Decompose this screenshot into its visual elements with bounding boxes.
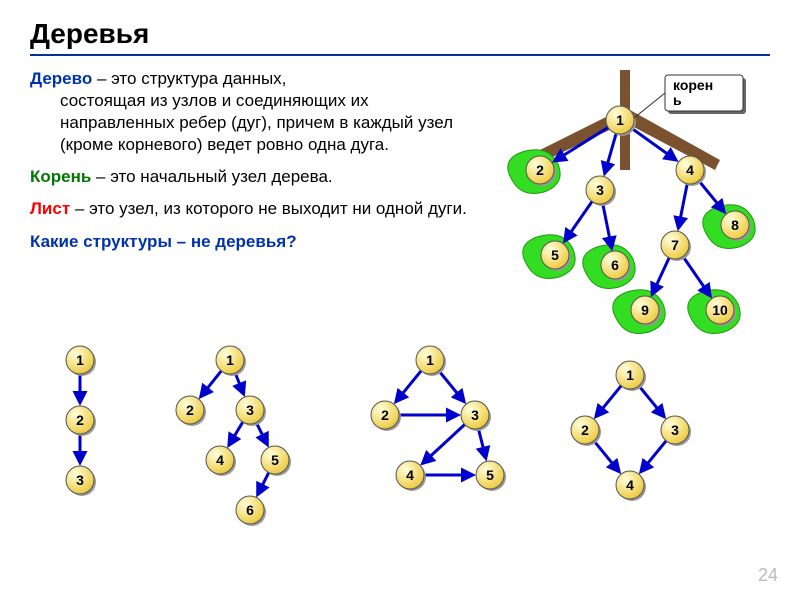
svg-text:ь: ь xyxy=(673,92,682,108)
small-graphs-row: 1 2 3 1 2 3 4 5 6 1 2 3 4 5 1 2 3 4 xyxy=(30,340,770,570)
svg-text:2: 2 xyxy=(186,402,194,418)
svg-text:1: 1 xyxy=(226,352,234,368)
svg-text:4: 4 xyxy=(626,477,634,493)
svg-text:7: 7 xyxy=(671,237,679,253)
title-rule xyxy=(30,54,770,56)
svg-text:корен: корен xyxy=(673,77,713,93)
svg-text:3: 3 xyxy=(671,422,679,438)
leaf-def: – это узел, из которого не выходит ни од… xyxy=(70,199,467,218)
svg-text:2: 2 xyxy=(76,412,84,428)
main-tree-graph: 1 2 3 4 5 6 7 8 9 10 xyxy=(508,106,755,334)
term-tree: Дерево xyxy=(30,69,92,88)
svg-text:2: 2 xyxy=(581,422,589,438)
svg-text:5: 5 xyxy=(486,467,494,483)
svg-text:1: 1 xyxy=(626,367,634,383)
term-root: Корень xyxy=(30,167,91,186)
svg-text:4: 4 xyxy=(406,467,414,483)
svg-text:5: 5 xyxy=(271,452,279,468)
svg-text:9: 9 xyxy=(641,302,649,318)
main-tree-illustration: 1 2 3 4 5 6 7 8 9 10 корень xyxy=(470,70,770,350)
root-def: – это начальный узел дерева. xyxy=(91,167,332,186)
svg-text:5: 5 xyxy=(551,247,559,263)
svg-text:2: 2 xyxy=(381,407,389,423)
para-tree: Дерево – это структура данных, состоящая… xyxy=(30,68,460,156)
svg-text:3: 3 xyxy=(246,402,254,418)
svg-text:3: 3 xyxy=(596,182,604,198)
svg-text:1: 1 xyxy=(426,352,434,368)
svg-text:6: 6 xyxy=(611,257,619,273)
svg-text:10: 10 xyxy=(712,302,728,318)
root-callout: корень xyxy=(634,75,746,118)
svg-text:4: 4 xyxy=(686,162,694,178)
svg-text:8: 8 xyxy=(731,217,739,233)
tree-def-head: – это структура данных, xyxy=(92,69,286,88)
page-number: 24 xyxy=(758,565,778,586)
svg-text:3: 3 xyxy=(76,472,84,488)
tree-def-rest: состоящая из узлов и соединяющих их напр… xyxy=(30,90,460,156)
svg-text:6: 6 xyxy=(246,502,254,518)
svg-text:3: 3 xyxy=(471,407,479,423)
para-root: Корень – это начальный узел дерева. xyxy=(30,166,460,188)
term-leaf: Лист xyxy=(30,199,70,218)
page-title: Деревья xyxy=(30,18,770,50)
small-graphs: 1 2 3 1 2 3 4 5 6 1 2 3 4 5 1 2 3 4 xyxy=(66,346,691,526)
svg-text:1: 1 xyxy=(76,352,84,368)
svg-text:2: 2 xyxy=(536,162,544,178)
para-leaf: Лист – это узел, из которого не выходит … xyxy=(30,198,500,220)
svg-text:4: 4 xyxy=(216,452,224,468)
svg-text:1: 1 xyxy=(616,112,624,128)
